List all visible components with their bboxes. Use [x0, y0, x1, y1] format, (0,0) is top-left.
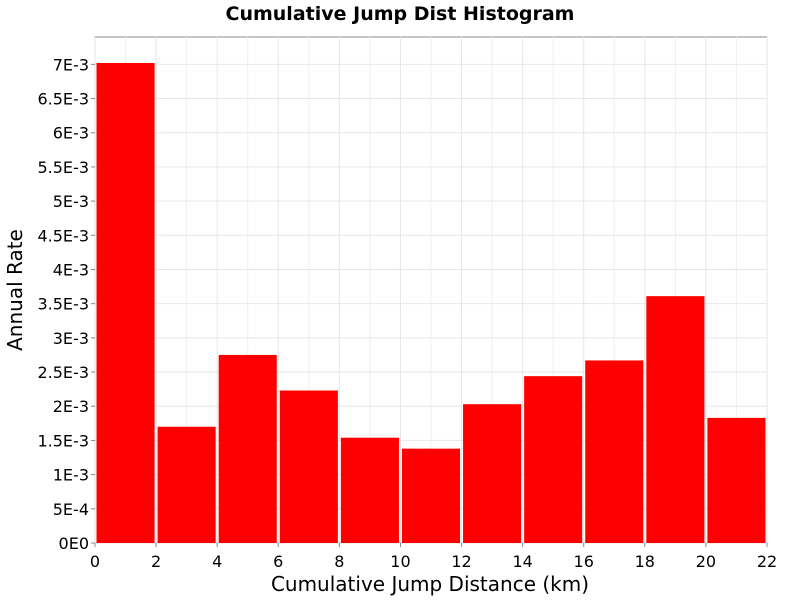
y-axis-ticks: 0E0 5E-4 1E-3 1.5E-3 2E-3 2.5E-3 3E-3 3.5E-3 4E-…: [37, 55, 95, 553]
x-tick-label: 18: [635, 552, 655, 571]
x-tick-label: 14: [512, 552, 532, 571]
histogram-bar: [96, 62, 155, 543]
histogram-bar: [646, 296, 705, 543]
y-tick-label: 5.5E-3: [37, 158, 89, 177]
histogram-bar: [340, 437, 399, 543]
histogram-bar: [524, 376, 583, 543]
bars: [96, 62, 766, 543]
x-tick-label: 10: [390, 552, 410, 571]
y-tick-label: 6E-3: [53, 124, 89, 143]
y-axis-label: Annual Rate: [3, 229, 27, 351]
y-tick-label: 3E-3: [53, 329, 89, 348]
x-tick-label: 12: [451, 552, 471, 571]
y-tick-label: 6.5E-3: [37, 90, 89, 109]
x-tick-label: 6: [273, 552, 283, 571]
y-tick-label: 7E-3: [53, 55, 89, 74]
x-tick-label: 16: [574, 552, 594, 571]
y-tick-label: 5E-3: [53, 192, 89, 211]
x-axis-ticks: 0 2 4 6 8 10 12 14 16 18 20 22: [90, 543, 777, 571]
x-tick-label: 4: [212, 552, 222, 571]
y-tick-label: 4E-3: [53, 260, 89, 279]
y-tick-label: 1E-3: [53, 466, 89, 485]
histogram-bar: [707, 417, 766, 543]
histogram-bar: [585, 360, 644, 543]
x-axis-label: Cumulative Jump Distance (km): [271, 572, 589, 596]
y-tick-label: 3.5E-3: [37, 295, 89, 314]
histogram-bar: [218, 354, 277, 543]
x-tick-label: 20: [696, 552, 716, 571]
y-tick-label: 2.5E-3: [37, 363, 89, 382]
x-tick-label: 2: [151, 552, 161, 571]
y-tick-label: 5E-4: [53, 500, 89, 519]
plot-area: [94, 36, 768, 544]
histogram-bar: [279, 390, 338, 543]
y-tick-label: 1.5E-3: [37, 431, 89, 450]
y-tick-label: 4.5E-3: [37, 226, 89, 245]
histogram-bar: [157, 426, 216, 543]
x-tick-label: 8: [334, 552, 344, 571]
x-tick-label: 0: [90, 552, 100, 571]
y-tick-label: 2E-3: [53, 397, 89, 416]
y-tick-label: 0E0: [59, 534, 89, 553]
x-tick-label: 22: [757, 552, 777, 571]
histogram-bar: [463, 404, 522, 543]
histogram-bar: [401, 448, 461, 543]
chart-title: Cumulative Jump Dist Histogram: [226, 3, 575, 25]
